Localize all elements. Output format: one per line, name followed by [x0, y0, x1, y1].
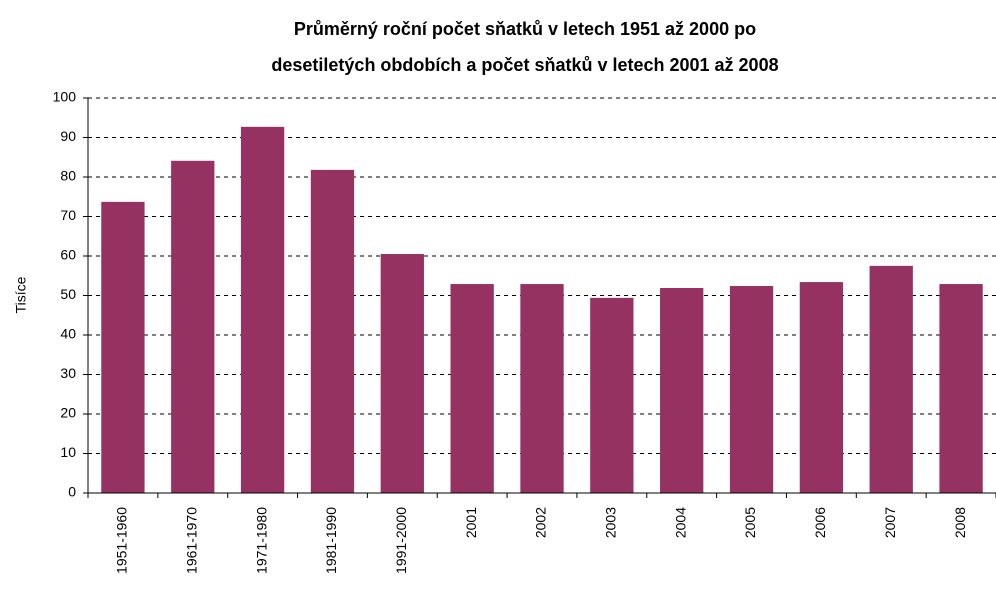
y-tick-label: 10 — [60, 444, 76, 460]
bar — [520, 284, 564, 493]
x-tick-label: 1981-1990 — [323, 507, 339, 574]
y-tick-label: 60 — [60, 247, 76, 263]
bar — [171, 160, 215, 493]
bar — [939, 284, 983, 493]
y-tick-label: 20 — [60, 405, 76, 421]
x-tick-label: 1971-1980 — [253, 507, 269, 574]
bar — [660, 287, 704, 493]
x-tick-label: 2005 — [742, 507, 758, 538]
x-tick-label: 2007 — [882, 507, 898, 538]
x-tick-label: 2008 — [952, 507, 968, 538]
bar — [590, 297, 634, 493]
chart-title: desetiletých obdobích a počet sňatků v l… — [271, 55, 778, 75]
bar — [729, 286, 774, 493]
y-tick-label: 0 — [68, 484, 76, 500]
y-tick-label: 90 — [60, 128, 76, 144]
x-tick-label: 2004 — [672, 507, 688, 538]
x-tick-label: 2006 — [812, 507, 828, 538]
bar — [101, 201, 145, 493]
x-tick-label: 2002 — [533, 507, 549, 538]
chart-title: Průměrný roční počet sňatků v letech 195… — [294, 19, 756, 39]
bar — [380, 254, 424, 493]
y-tick-label: 80 — [60, 168, 76, 184]
bar — [799, 282, 844, 493]
bar — [450, 284, 494, 493]
y-tick-label: 30 — [60, 365, 76, 381]
y-tick-label: 70 — [60, 207, 76, 223]
x-tick-label: 1951-1960 — [114, 507, 130, 574]
x-tick-label: 1961-1970 — [183, 507, 199, 574]
bar — [310, 169, 355, 493]
y-axis-label: Tisíce — [13, 276, 29, 313]
bar — [869, 265, 913, 493]
y-tick-label: 50 — [60, 286, 76, 302]
x-tick-label: 2003 — [603, 507, 619, 538]
y-tick-label: 100 — [53, 89, 77, 105]
y-tick-label: 40 — [60, 326, 76, 342]
x-tick-label: 2001 — [463, 507, 479, 538]
bar — [240, 126, 285, 494]
x-tick-label: 1991-2000 — [393, 507, 409, 574]
